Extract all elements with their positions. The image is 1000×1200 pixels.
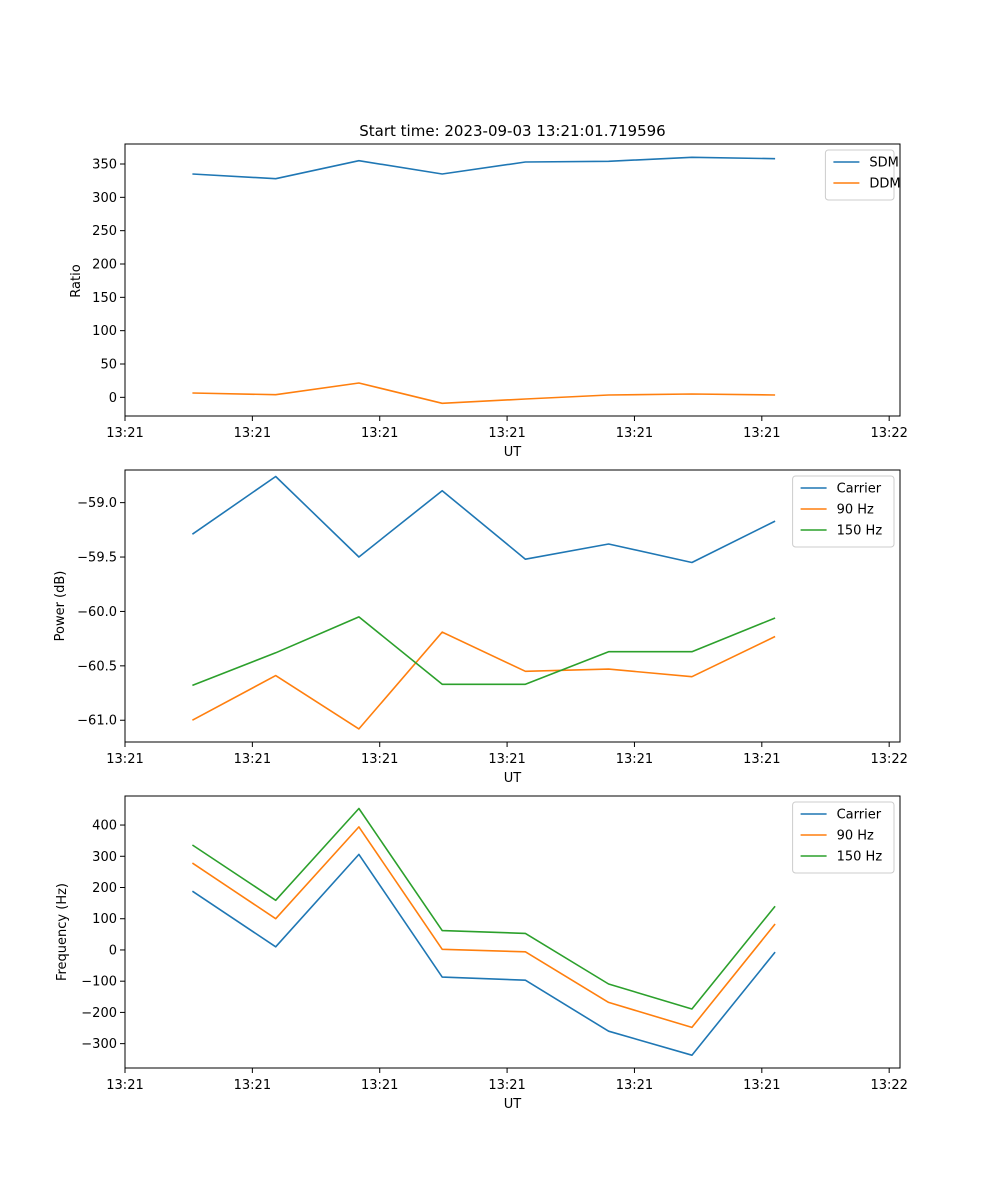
legend-entry: 90 Hz [837, 829, 874, 844]
y-tick-label: 100 [92, 324, 117, 339]
y-tick-label: 150 [92, 291, 117, 306]
legend-entry: Carrier [837, 808, 882, 823]
x-axis-label: UT [504, 445, 522, 460]
y-tick-label: −59.5 [77, 551, 117, 566]
series-line-carrier [191, 853, 776, 1056]
series-line-150-hz [191, 807, 776, 1010]
x-tick-label: 13:21 [361, 752, 398, 767]
ratio-panel: Start time: 2023-09-03 13:21:01.719596 U… [69, 122, 908, 460]
plot-area-frame [124, 795, 901, 1069]
y-tick-label: 400 [92, 819, 117, 834]
y-tick-label: 0 [109, 391, 117, 406]
y-tick-label: −100 [81, 975, 117, 990]
x-tick-label: 13:21 [743, 752, 780, 767]
frequency-panel: UT Frequency (Hz) 13:21 13:21 13:21 13:21 13… [55, 795, 908, 1112]
y-tick-label: 200 [92, 258, 117, 273]
series-line-sdm [192, 156, 776, 180]
x-tick-label: 13:22 [870, 1078, 907, 1093]
series-line-90-hz [192, 631, 776, 730]
x-tick-label: 13:22 [870, 752, 907, 767]
plot-area-frame [124, 469, 901, 743]
y-tick-label: 0 [109, 943, 117, 958]
y-tick-label: −60.5 [77, 659, 117, 674]
y-tick-label: 200 [92, 881, 117, 896]
legend-entry: SDM [869, 156, 898, 171]
x-tick-label: 13:21 [234, 1078, 271, 1093]
legend: SDM DDM [824, 149, 901, 201]
legend-entry: 90 Hz [837, 503, 874, 518]
y-tick-label: 350 [92, 158, 117, 173]
x-tick-label: 13:21 [361, 426, 398, 441]
legend-entry: 150 Hz [837, 524, 883, 539]
y-tick-label: −300 [81, 1037, 117, 1052]
x-tick-label: 13:21 [106, 1078, 143, 1093]
y-tick-label: −60.0 [77, 605, 117, 620]
y-tick-label: 100 [92, 912, 117, 927]
x-tick-label: 13:21 [743, 426, 780, 441]
legend-entry: 150 Hz [837, 850, 883, 865]
power-panel: UT Power (dB) 13:21 13:21 13:21 13:21 13:21 1… [53, 469, 908, 786]
x-tick-label: 13:21 [106, 752, 143, 767]
x-tick-label: 13:21 [488, 752, 525, 767]
y-tick-label: −200 [81, 1006, 117, 1021]
series-line-carrier [191, 475, 776, 564]
y-tick-label: 300 [92, 850, 117, 865]
x-tick-label: 13:21 [616, 1078, 653, 1093]
y-tick-label: 300 [92, 191, 117, 206]
x-tick-label: 13:21 [616, 426, 653, 441]
x-tick-label: 13:21 [616, 752, 653, 767]
y-tick-label: −61.0 [77, 714, 117, 729]
legend-entry: DDM [869, 177, 900, 192]
chart-title: Start time: 2023-09-03 13:21:01.719596 [359, 122, 665, 140]
y-tick-label: 50 [100, 358, 117, 373]
legend: Carrier 90 Hz 150 Hz [792, 475, 895, 548]
y-axis-label: Ratio [69, 264, 84, 297]
x-tick-label: 13:22 [870, 426, 907, 441]
series-line-150-hz [192, 616, 776, 687]
series-line-90-hz [191, 826, 776, 1029]
y-tick-label: 250 [92, 224, 117, 239]
legend-entry: Carrier [837, 482, 882, 497]
x-tick-label: 13:21 [234, 426, 271, 441]
x-axis-label: UT [504, 1097, 522, 1112]
y-axis-label: Frequency (Hz) [55, 883, 70, 981]
y-tick-label: −59.0 [77, 496, 117, 511]
x-tick-label: 13:21 [106, 426, 143, 441]
y-axis-label: Power (dB) [53, 571, 68, 642]
legend: Carrier 90 Hz 150 Hz [792, 801, 895, 874]
series-line-ddm [192, 382, 776, 405]
x-tick-label: 13:21 [488, 1078, 525, 1093]
x-tick-label: 13:21 [743, 1078, 780, 1093]
x-tick-label: 13:21 [234, 752, 271, 767]
x-axis-label: UT [504, 771, 522, 786]
plot-area-frame [124, 143, 901, 417]
x-tick-label: 13:21 [488, 426, 525, 441]
x-tick-label: 13:21 [361, 1078, 398, 1093]
